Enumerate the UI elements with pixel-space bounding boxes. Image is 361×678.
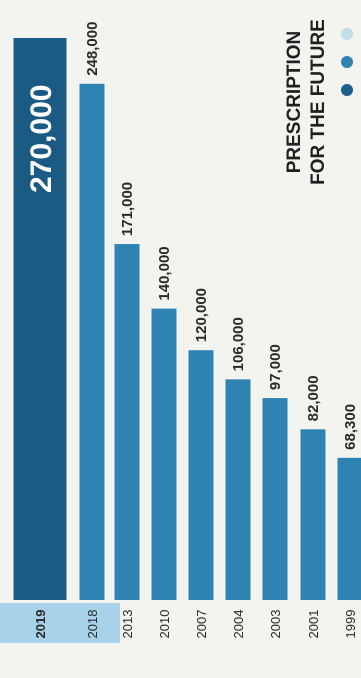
category-label-2001: 2001 xyxy=(306,610,321,639)
value-label-2004: 106,000 xyxy=(230,317,247,371)
category-label-2013: 2013 xyxy=(120,610,135,639)
bar-2018 xyxy=(80,84,105,600)
category-label-2004: 2004 xyxy=(231,610,246,639)
chart-title-line-2: FOR THE FUTURE xyxy=(308,19,329,185)
chart-title-line-1: PRESCRIPTION xyxy=(284,31,305,174)
category-label-2018: 2018 xyxy=(85,610,100,639)
dot-2 xyxy=(341,56,353,68)
dot-1 xyxy=(341,84,353,96)
category-label-2003: 2003 xyxy=(268,610,283,639)
bar-2001 xyxy=(301,429,326,600)
highlight-band xyxy=(0,603,120,643)
value-label-2018: 248,000 xyxy=(84,22,101,76)
decorative-dots xyxy=(341,28,353,96)
bar-2013 xyxy=(115,244,140,600)
value-label-2003: 97,000 xyxy=(267,344,284,390)
value-label-1999: 68,300 xyxy=(342,404,359,450)
category-label-2019: 2019 xyxy=(33,610,48,639)
value-label-2013: 171,000 xyxy=(119,182,136,236)
value-label-2010: 140,000 xyxy=(156,246,173,300)
value-label-2019: 270,000 xyxy=(25,85,58,193)
bar-2003 xyxy=(263,398,288,600)
bar-2007 xyxy=(189,350,214,600)
bar-2004 xyxy=(226,379,251,600)
dot-3 xyxy=(341,28,353,40)
value-label-2007: 120,000 xyxy=(193,288,210,342)
bar-1999 xyxy=(338,458,361,600)
bar-2010 xyxy=(152,309,177,600)
value-label-2001: 82,000 xyxy=(305,375,322,421)
category-label-1999: 1999 xyxy=(343,610,358,639)
category-label-2010: 2010 xyxy=(157,610,172,639)
category-label-2007: 2007 xyxy=(194,610,209,639)
